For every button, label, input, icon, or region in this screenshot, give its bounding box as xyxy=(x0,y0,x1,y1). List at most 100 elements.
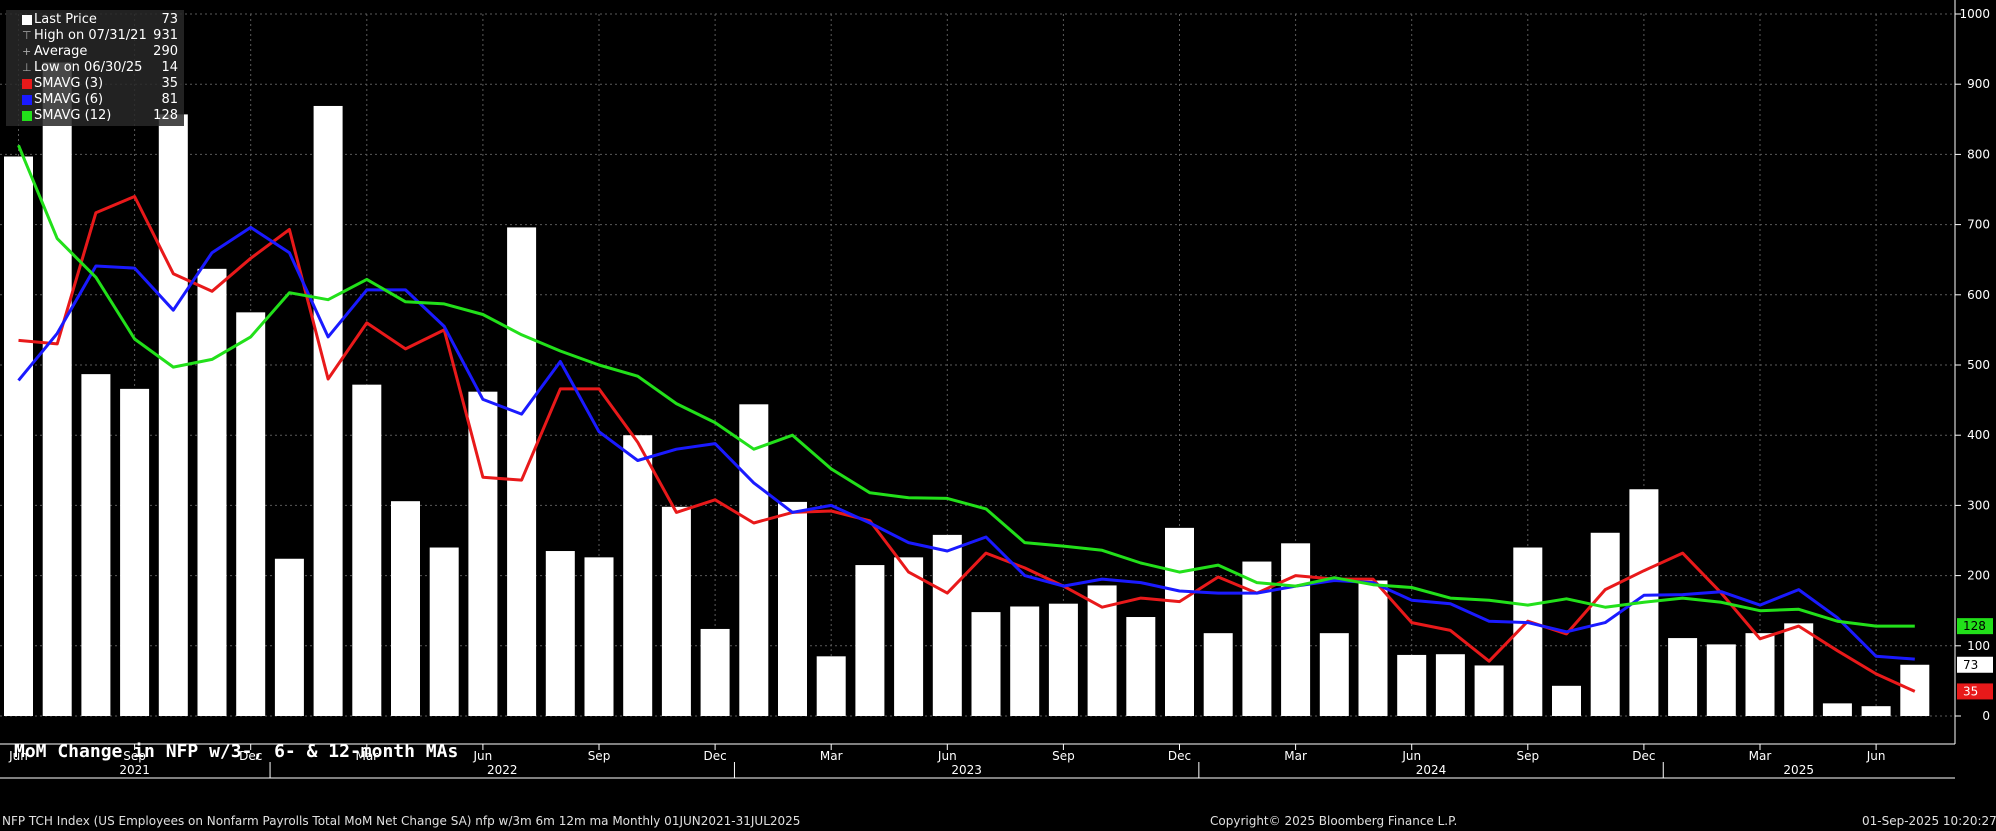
bar-last-price xyxy=(1010,606,1040,716)
bar-last-price xyxy=(1319,633,1349,716)
y-tick-label: 400 xyxy=(1967,428,1990,442)
x-tick-label: Sep xyxy=(1052,749,1075,763)
bar-last-price xyxy=(81,374,111,716)
legend-value: 81 xyxy=(161,92,178,107)
bar-last-price xyxy=(1048,603,1078,716)
last-value-tag xyxy=(1957,656,1993,673)
bar-last-price xyxy=(623,435,653,716)
x-tick-label: Jun xyxy=(8,749,28,763)
y-tick-label: 900 xyxy=(1967,77,1990,91)
legend-label: SMAVG (3) xyxy=(34,76,104,91)
legend-label: Average xyxy=(34,44,88,59)
bar-last-price xyxy=(1552,685,1581,716)
x-tick-label: Jun xyxy=(937,749,957,763)
legend-item-average: + Average 290 xyxy=(22,44,182,60)
x-tick-label: Sep xyxy=(123,749,146,763)
bar-last-price xyxy=(197,268,227,716)
legend-label: High on 07/31/21 xyxy=(34,28,147,43)
y-tick-label: 1000 xyxy=(1959,7,1990,21)
average-marker-icon: + xyxy=(22,45,32,58)
legend-value: 35 xyxy=(161,76,178,91)
line-smavg-3 xyxy=(18,195,1916,693)
legend-value: 14 xyxy=(161,60,178,75)
footer-timestamp: 01-Sep-2025 10:20:27 xyxy=(1862,814,1996,828)
x-tick-label: Sep xyxy=(1516,749,1539,763)
y-tick-label: 700 xyxy=(1967,218,1990,232)
legend-item-smavg-6: SMAVG (6) 81 xyxy=(22,92,182,108)
x-tick-label: Mar xyxy=(355,749,378,763)
y-tick-label: 800 xyxy=(1967,147,1990,161)
bar-last-price xyxy=(1706,644,1736,716)
bar-last-price xyxy=(739,404,769,716)
bar-last-price xyxy=(816,656,846,716)
bar-last-price xyxy=(1358,580,1388,716)
bar-last-price xyxy=(932,534,962,716)
last-value-tag-label: 128 xyxy=(1963,619,1986,633)
bar-last-price xyxy=(1397,654,1427,716)
bar-last-price xyxy=(1745,633,1775,716)
legend-item-last-price: Last Price 73 xyxy=(22,12,182,28)
x-tick-label: Jun xyxy=(1401,749,1421,763)
bar-last-price xyxy=(1165,527,1194,716)
bar-last-price xyxy=(42,62,72,717)
bar-last-price xyxy=(1126,617,1156,716)
bar-last-price xyxy=(855,565,885,716)
bar-last-price xyxy=(1822,703,1852,716)
y-tick-label: 300 xyxy=(1967,498,1990,512)
bar-last-price xyxy=(120,388,150,716)
bar-last-price xyxy=(4,156,33,717)
y-tick-label: 0 xyxy=(1982,709,1990,723)
legend-value: 931 xyxy=(153,28,178,43)
low-marker-icon: ⊥ xyxy=(22,61,32,74)
legend-label: Low on 06/30/25 xyxy=(34,60,143,75)
bar-last-price xyxy=(700,628,730,716)
last-value-tag xyxy=(1957,618,1993,635)
bar-last-price xyxy=(545,551,575,716)
x-tick-label: Mar xyxy=(1749,749,1772,763)
bar-last-price xyxy=(1281,543,1311,716)
x-tick-label: Jun xyxy=(1866,749,1886,763)
legend-value: 128 xyxy=(153,108,178,123)
y-tick-label: 200 xyxy=(1967,569,1990,583)
bar-last-price xyxy=(1474,665,1504,716)
last-value-tag-label: 35 xyxy=(1963,684,1978,698)
chart-title: MoM Change in NFP w/3-, 6- & 12-month MA… xyxy=(14,741,459,762)
smavg-3-swatch xyxy=(22,79,32,89)
bar-last-price xyxy=(661,506,691,716)
x-tick-label: Dec xyxy=(703,749,726,763)
smavg-12-swatch xyxy=(22,111,32,121)
x-tick-label: Jun xyxy=(473,749,493,763)
legend-value: 290 xyxy=(153,44,178,59)
x-year-label: 2024 xyxy=(1416,763,1447,777)
legend-label: SMAVG (12) xyxy=(34,108,112,123)
legend-item-smavg-3: SMAVG (3) 35 xyxy=(22,76,182,92)
y-tick-label: 600 xyxy=(1967,288,1990,302)
legend-item-high: ⊤ High on 07/31/21 931 xyxy=(22,28,182,44)
bar-last-price xyxy=(584,557,614,716)
bar-last-price xyxy=(778,501,807,716)
bar-last-price xyxy=(507,227,537,716)
bar-last-price xyxy=(352,384,382,716)
x-tick-label: Sep xyxy=(588,749,611,763)
bar-last-price xyxy=(1203,633,1233,716)
bar-last-price xyxy=(429,547,459,716)
bar-last-price xyxy=(1784,623,1814,716)
x-tick-label: Dec xyxy=(1168,749,1191,763)
footer-copyright: Copyright© 2025 Bloomberg Finance L.P. xyxy=(1210,814,1458,828)
bar-last-price xyxy=(313,105,343,717)
bar-last-price xyxy=(1435,654,1465,716)
y-tick-label: 500 xyxy=(1967,358,1990,372)
chart-legend: Last Price 73 ⊤ High on 07/31/21 931 + A… xyxy=(6,10,184,126)
last-value-tag xyxy=(1957,683,1993,700)
last-value-tag-label: 73 xyxy=(1963,658,1978,672)
y-tick-label: 100 xyxy=(1967,639,1990,653)
x-year-label: 2021 xyxy=(119,763,150,777)
x-tick-label: Dec xyxy=(1632,749,1655,763)
last-price-swatch xyxy=(22,15,32,25)
legend-label: SMAVG (6) xyxy=(34,92,104,107)
legend-item-low: ⊥ Low on 06/30/25 14 xyxy=(22,60,182,76)
bar-last-price xyxy=(274,558,304,716)
x-year-label: 2025 xyxy=(1783,763,1814,777)
smavg-6-swatch xyxy=(22,95,32,105)
bar-last-price xyxy=(391,501,420,716)
